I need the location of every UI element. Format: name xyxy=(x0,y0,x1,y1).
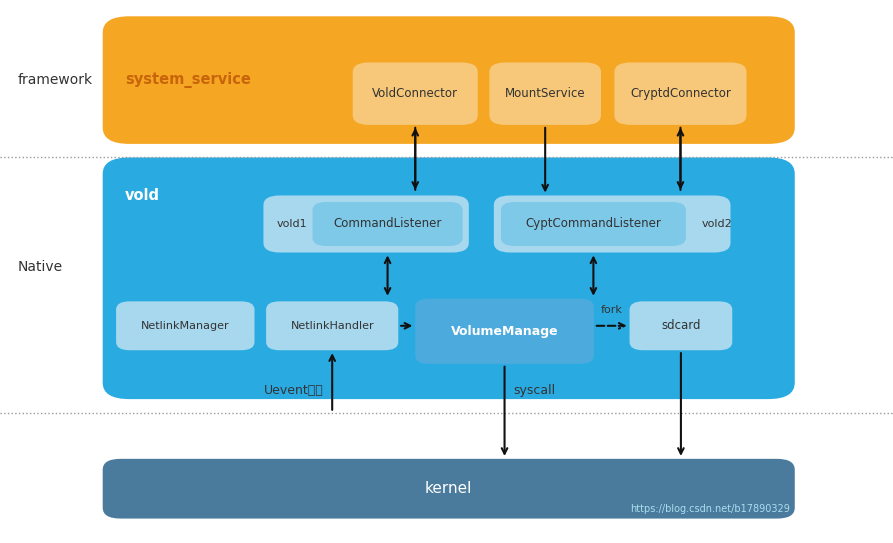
Text: sdcard: sdcard xyxy=(661,319,701,332)
FancyBboxPatch shape xyxy=(630,301,732,350)
Text: VolumeManage: VolumeManage xyxy=(451,325,558,338)
Text: Native: Native xyxy=(18,261,63,274)
Text: VoldConnector: VoldConnector xyxy=(372,87,458,100)
FancyBboxPatch shape xyxy=(614,62,747,125)
Text: MountService: MountService xyxy=(505,87,586,100)
FancyBboxPatch shape xyxy=(103,459,795,519)
Text: system_service: system_service xyxy=(125,72,251,88)
FancyBboxPatch shape xyxy=(116,301,255,350)
FancyBboxPatch shape xyxy=(501,202,686,246)
FancyBboxPatch shape xyxy=(353,62,478,125)
Text: framework: framework xyxy=(18,73,93,87)
FancyBboxPatch shape xyxy=(263,195,469,252)
Text: NetlinkHandler: NetlinkHandler xyxy=(290,321,374,331)
FancyBboxPatch shape xyxy=(103,157,795,399)
FancyBboxPatch shape xyxy=(103,16,795,144)
FancyBboxPatch shape xyxy=(266,301,398,350)
Text: vold: vold xyxy=(125,188,160,203)
Text: Uevent事件: Uevent事件 xyxy=(263,384,323,397)
Text: CommandListener: CommandListener xyxy=(333,218,442,230)
Text: vold1: vold1 xyxy=(277,219,307,229)
Text: kernel: kernel xyxy=(425,481,472,496)
Text: CryptdConnector: CryptdConnector xyxy=(630,87,730,100)
Text: vold2: vold2 xyxy=(702,219,732,229)
Text: syscall: syscall xyxy=(513,384,555,397)
Text: fork: fork xyxy=(601,305,622,315)
FancyBboxPatch shape xyxy=(313,202,463,246)
FancyBboxPatch shape xyxy=(489,62,601,125)
Text: NetlinkManager: NetlinkManager xyxy=(141,321,230,331)
Text: CyptCommandListener: CyptCommandListener xyxy=(525,218,662,230)
Text: https://blog.csdn.net/b17890329: https://blog.csdn.net/b17890329 xyxy=(630,504,790,514)
FancyBboxPatch shape xyxy=(494,195,730,252)
FancyBboxPatch shape xyxy=(415,299,594,364)
